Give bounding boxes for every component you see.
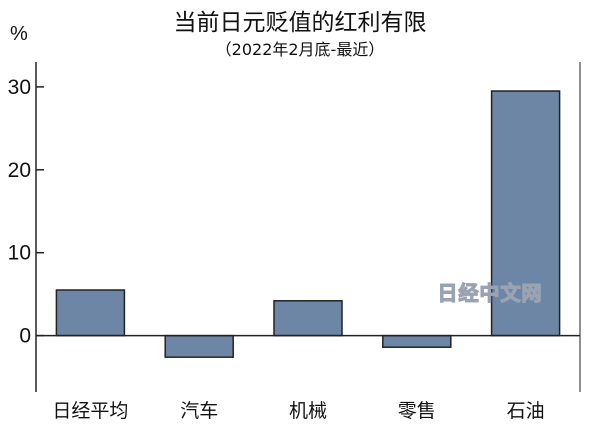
y-tick-label: 10	[8, 242, 31, 265]
bar	[490, 90, 561, 337]
bars-group	[55, 90, 561, 358]
watermark-text: 日经中文网	[438, 281, 543, 305]
category-label: 汽车	[180, 400, 218, 422]
y-ticks-group: 0 10 20 30	[8, 76, 44, 348]
bar	[164, 334, 234, 358]
chart-subtitle: （2022年2月底-最近）	[216, 40, 385, 59]
y-tick-label: 0	[19, 325, 31, 348]
chart-title: 当前日元贬值的红利有限	[174, 10, 427, 36]
y-tick-label: 30	[8, 76, 31, 99]
y-axis-unit-label: %	[10, 23, 28, 45]
category-label: 机械	[289, 400, 327, 422]
category-label: 零售	[398, 400, 436, 422]
category-label: 日经平均	[52, 400, 128, 422]
bar	[55, 289, 126, 337]
category-labels-group: 日经平均 汽车 机械 零售 石油	[52, 400, 544, 422]
y-tick-label: 20	[8, 159, 31, 182]
bar	[273, 300, 343, 337]
bar	[382, 334, 452, 348]
category-label: 石油	[507, 400, 545, 422]
